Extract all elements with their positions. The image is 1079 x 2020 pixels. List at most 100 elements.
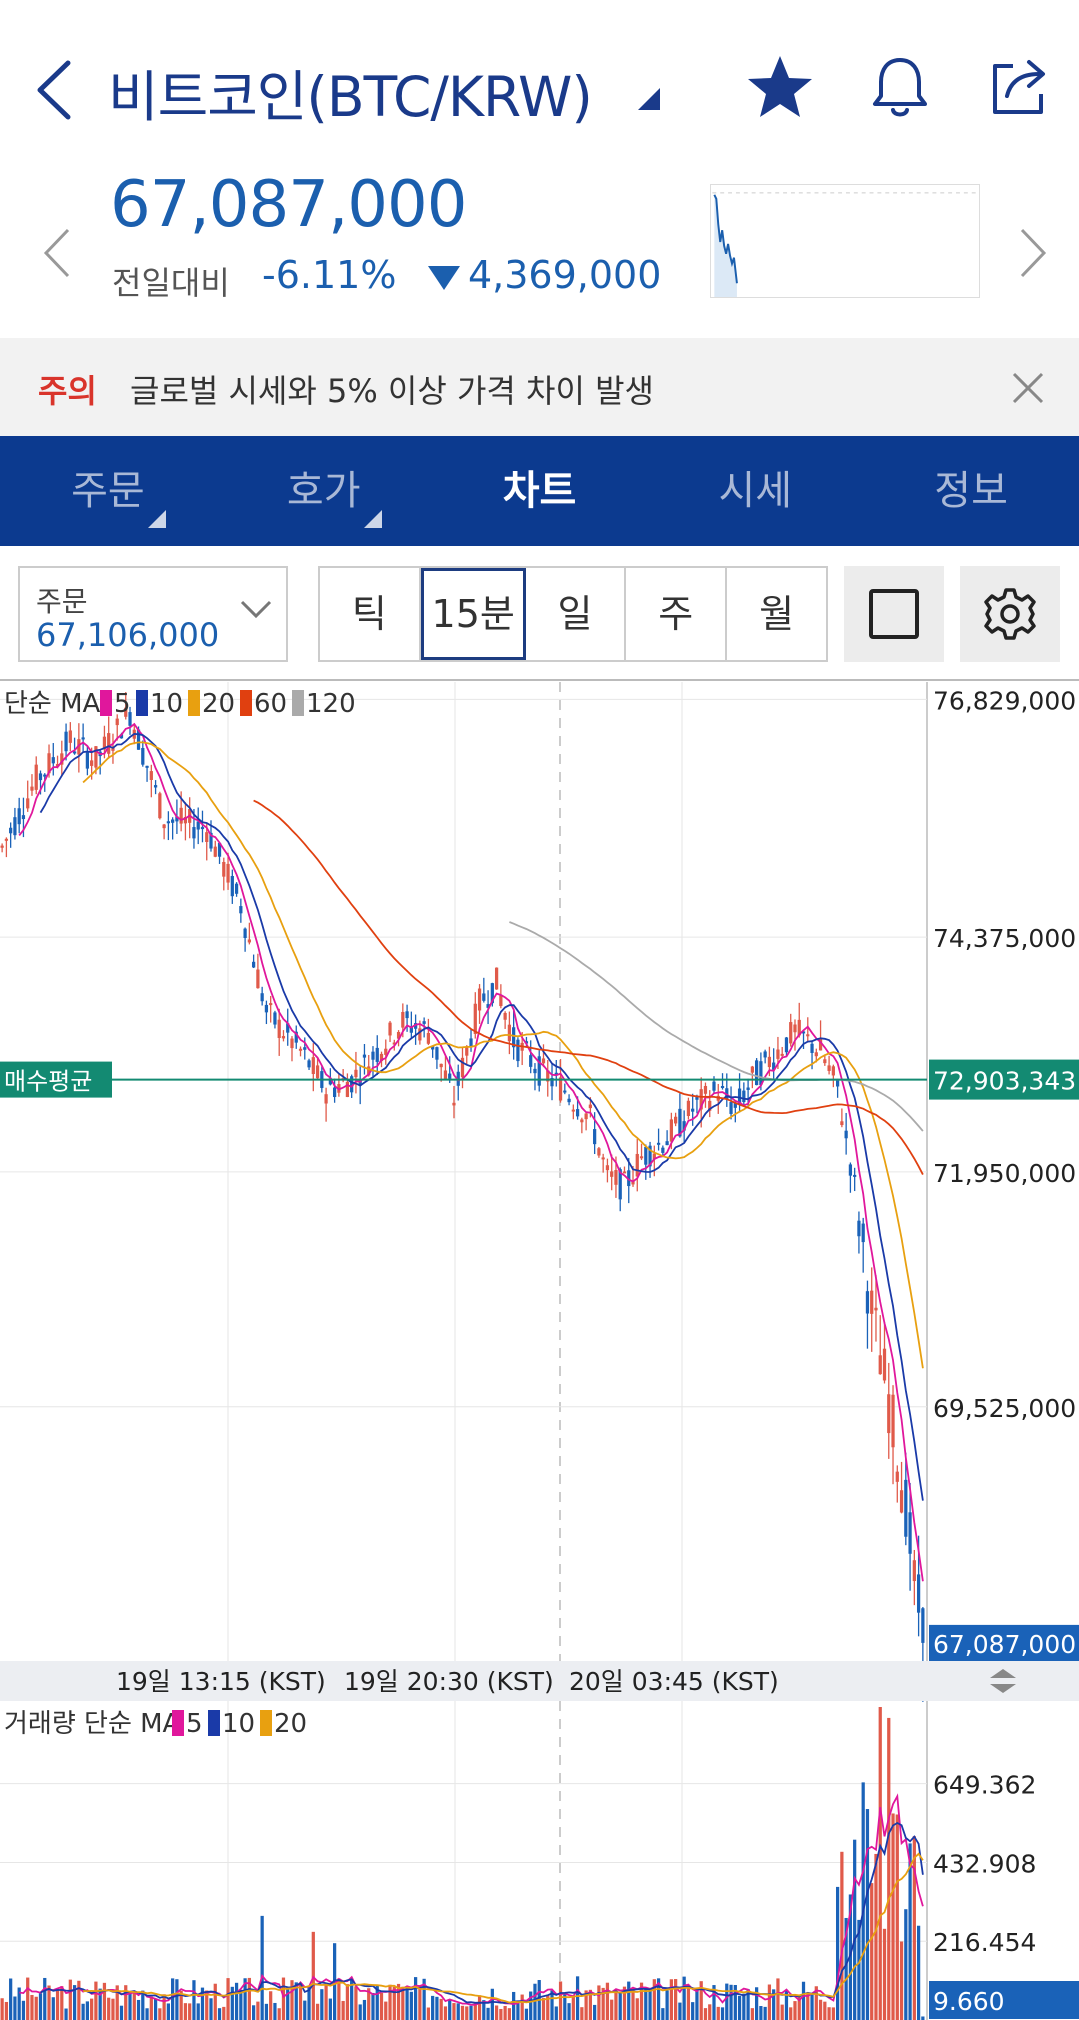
star-icon[interactable] — [745, 52, 815, 122]
candle-body — [384, 1048, 388, 1055]
price-tick-label: 76,829,000 — [933, 686, 1076, 715]
volume-bar — [882, 1928, 887, 2020]
close-icon[interactable] — [1008, 368, 1048, 408]
legend-swatch — [100, 690, 112, 716]
candle-body — [584, 1113, 588, 1120]
candle-body — [354, 1069, 358, 1078]
candle-body — [469, 1038, 473, 1048]
period-day[interactable]: 일 — [526, 568, 627, 660]
candle-body — [311, 1057, 315, 1075]
volume-bar — [737, 1995, 742, 2020]
volume-bar — [857, 1919, 861, 2020]
candle-body — [102, 736, 107, 750]
volume-bar — [448, 1999, 452, 2020]
settings-button[interactable] — [960, 566, 1060, 662]
volume-bar — [665, 1990, 669, 2020]
price-chart[interactable]: 매수평균 76,829,000 74,375,000 71,950,000 69,52… — [0, 678, 1079, 2020]
bell-icon[interactable] — [865, 52, 935, 122]
candle-body — [298, 1048, 303, 1051]
candle-body — [776, 1049, 780, 1059]
volume-bar — [494, 2005, 499, 2020]
volume-bar — [818, 1999, 823, 2020]
volume-bar — [878, 1707, 882, 2020]
volume-bar — [0, 1998, 4, 2020]
volume-bar — [290, 1980, 294, 2020]
candle-body — [435, 1047, 439, 1060]
volume-bar — [128, 1992, 132, 2020]
period-15min[interactable]: 15분 — [420, 568, 526, 660]
caret-icon — [363, 510, 382, 528]
candle-body — [388, 1022, 392, 1036]
caret-icon[interactable] — [638, 88, 660, 110]
volume-bar — [797, 1997, 801, 2020]
volume-bar — [550, 1990, 554, 2020]
candle-body — [47, 753, 51, 774]
candle-body — [661, 1147, 665, 1153]
candle-body — [328, 1078, 332, 1085]
price-axis: 76,829,000 74,375,000 71,950,000 69,525,000… — [929, 686, 1079, 1663]
volume-tick-label: 216.454 — [933, 1928, 1036, 1957]
volume-bar — [81, 2003, 85, 2020]
volume-bar — [252, 2005, 256, 2020]
candle-body — [166, 821, 170, 824]
back-icon[interactable] — [30, 55, 80, 125]
tab-order[interactable]: 주문 — [0, 436, 216, 546]
price-tick-label: 71,950,000 — [933, 1159, 1076, 1188]
candle-body — [627, 1170, 631, 1187]
candle-body — [729, 1102, 733, 1114]
volume-bar — [729, 1984, 733, 2020]
volume-bar — [34, 1996, 38, 2020]
volume-bar — [499, 2008, 503, 2020]
candle-body — [652, 1153, 656, 1160]
volume-bar — [277, 2008, 281, 2020]
candle-body — [273, 1012, 277, 1025]
candle-body — [307, 1060, 311, 1068]
volume-bar — [614, 1989, 618, 2020]
volume-bar — [593, 2004, 597, 2020]
volume-bar — [921, 2016, 925, 2020]
time-label: 20일 03:45 (KST) — [569, 1667, 779, 1696]
candle-body — [567, 1098, 571, 1103]
drawing-tool-button[interactable] — [844, 566, 944, 662]
candle-body — [200, 827, 205, 830]
tab-quotes[interactable]: 시세 — [718, 468, 793, 514]
candle-body — [759, 1061, 763, 1085]
candle-body — [610, 1171, 614, 1177]
period-week[interactable]: 주 — [626, 568, 728, 660]
period-tick[interactable]: 틱 — [320, 568, 421, 660]
candle-body — [409, 1026, 413, 1033]
share-icon[interactable] — [985, 52, 1055, 122]
ma-line-120 — [509, 921, 924, 1132]
volume-bar — [119, 2005, 124, 2020]
chevron-right-icon[interactable] — [1012, 218, 1052, 288]
tab-orderbook[interactable]: 호가 — [216, 436, 432, 546]
legend-entry: 20 — [202, 689, 235, 719]
candle-body — [529, 1055, 533, 1067]
candle-body — [431, 1045, 435, 1050]
candle-body — [158, 793, 162, 819]
volume-bar — [529, 1991, 533, 2020]
tab-info[interactable]: 정보 — [934, 468, 1008, 514]
tab-chart[interactable]: 차트 — [502, 468, 577, 514]
candle-body — [899, 1490, 904, 1513]
candle-body — [213, 846, 217, 857]
candle-body — [904, 1479, 908, 1537]
candle-body — [733, 1102, 737, 1108]
volume-bar — [708, 2004, 712, 2020]
chevron-left-icon[interactable] — [38, 218, 78, 288]
volume-bar — [162, 1994, 166, 2020]
volume-bar — [541, 1998, 546, 2020]
volume-bar — [98, 1988, 102, 2020]
volume-bar — [895, 1814, 899, 2020]
candle-body — [439, 1063, 443, 1068]
candle-body — [256, 969, 260, 989]
volume-bar — [716, 2006, 720, 2020]
volume-bars — [0, 1701, 928, 2020]
order-select[interactable]: 주문 67,106,000 — [18, 566, 288, 662]
resize-up-icon — [990, 1669, 1016, 1678]
page-title[interactable]: 비트코인(BTC/KRW) — [108, 65, 593, 129]
candle-body — [780, 1053, 784, 1056]
volume-bar — [682, 1976, 686, 2020]
candle-body — [665, 1141, 669, 1146]
period-month[interactable]: 월 — [759, 592, 795, 636]
